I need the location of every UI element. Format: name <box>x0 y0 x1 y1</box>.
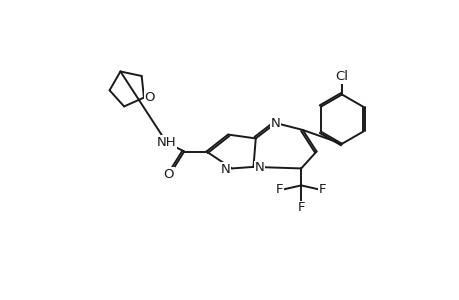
Text: N: N <box>220 163 230 176</box>
Text: NH: NH <box>157 136 176 149</box>
Text: N: N <box>270 116 280 130</box>
Text: N: N <box>254 161 264 174</box>
Text: O: O <box>163 168 174 181</box>
Text: Cl: Cl <box>335 70 348 83</box>
Text: F: F <box>275 183 283 196</box>
Text: F: F <box>297 201 304 214</box>
Text: O: O <box>145 91 155 104</box>
Text: F: F <box>319 183 326 196</box>
